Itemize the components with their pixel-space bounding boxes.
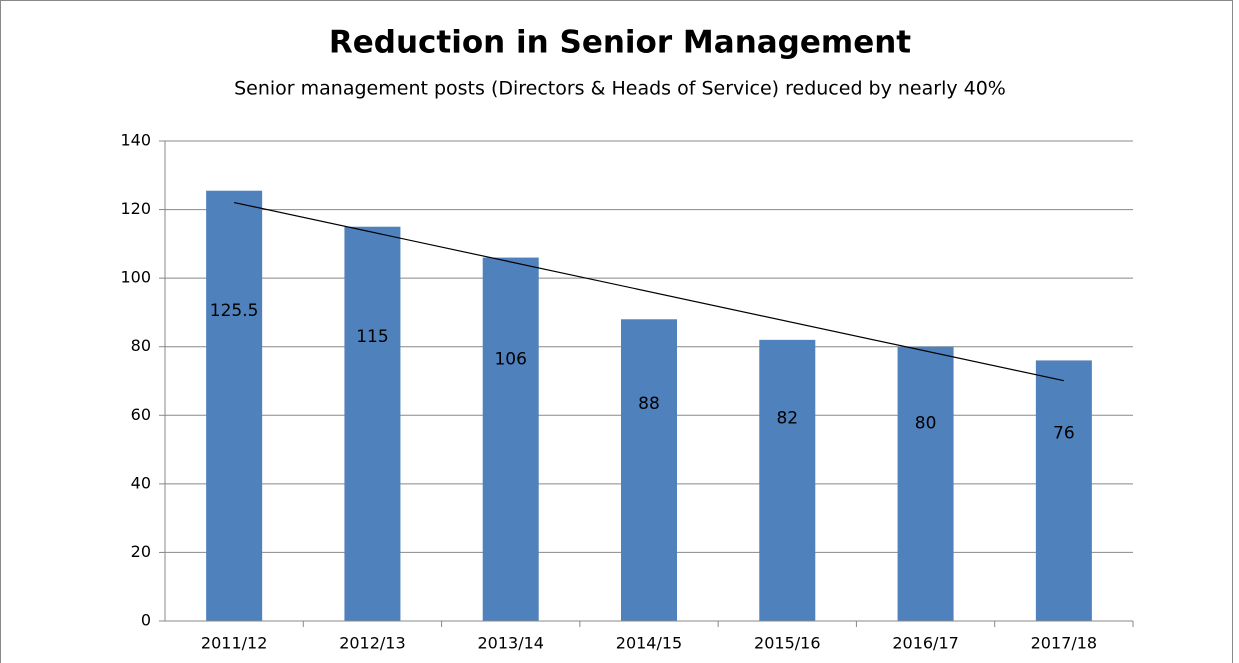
y-tick-label: 20 [131, 542, 151, 561]
bar [897, 346, 954, 621]
x-tick-label: 2016/17 [892, 634, 958, 653]
x-tick-label: 2017/18 [1031, 634, 1097, 653]
data-label: 115 [356, 327, 388, 347]
trendline [234, 201, 1064, 382]
bar [1035, 360, 1092, 621]
x-tick-label: 2012/13 [339, 634, 405, 653]
data-label: 88 [638, 394, 660, 414]
bar [482, 257, 539, 621]
chart-subtitle: Senior management posts (Directors & Hea… [234, 78, 1006, 100]
data-label: 125.5 [210, 301, 259, 321]
bar [206, 190, 263, 621]
bar [344, 226, 401, 621]
y-tick-label: 60 [131, 405, 151, 424]
data-label: 80 [915, 414, 937, 434]
x-tick-label: 2013/14 [477, 634, 543, 653]
y-tick-label: 0 [141, 611, 151, 630]
data-label: 106 [494, 349, 526, 369]
bar [759, 339, 816, 621]
y-tick-label: 120 [120, 199, 151, 218]
y-tick-label: 100 [120, 268, 151, 287]
x-tick-label: 2014/15 [616, 634, 682, 653]
bar [621, 319, 677, 621]
data-label: 82 [776, 409, 798, 429]
y-tick-label: 40 [131, 473, 151, 492]
x-tick-label: 2011/12 [201, 634, 267, 653]
chart-title: Reduction in Senior Management [329, 25, 911, 61]
data-label: 76 [1053, 423, 1075, 443]
x-tick-label: 2015/16 [754, 634, 820, 653]
y-tick-label: 80 [131, 336, 151, 355]
y-tick-label: 140 [120, 131, 151, 150]
